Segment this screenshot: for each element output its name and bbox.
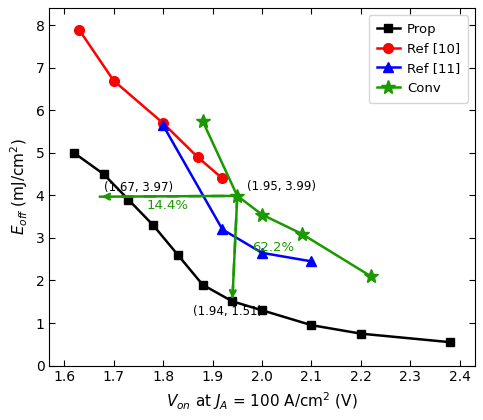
X-axis label: $V_{on}$ at $J_A$ = 100 A/cm$^2$ (V): $V_{on}$ at $J_A$ = 100 A/cm$^2$ (V) — [166, 390, 358, 412]
Ref [10] — [76, 27, 82, 32]
Prop — [309, 323, 314, 328]
Conv — [298, 231, 304, 236]
Prop — [229, 299, 235, 304]
Prop — [259, 308, 265, 313]
Line: Ref [11]: Ref [11] — [158, 121, 316, 266]
Line: Prop: Prop — [70, 149, 454, 346]
Conv — [259, 212, 265, 217]
Legend: Prop, Ref [10], Ref [11], Conv: Prop, Ref [10], Ref [11], Conv — [369, 15, 468, 102]
Line: Ref [10]: Ref [10] — [74, 25, 227, 183]
Ref [10] — [160, 121, 166, 126]
Ref [11] — [309, 259, 314, 264]
Prop — [358, 331, 364, 336]
Prop — [175, 252, 181, 257]
Conv — [200, 118, 206, 123]
Text: (1.67, 3.97): (1.67, 3.97) — [104, 181, 173, 194]
Y-axis label: $E_{off}$ (mJ/cm$^2$): $E_{off}$ (mJ/cm$^2$) — [8, 139, 30, 235]
Ref [11] — [160, 123, 166, 128]
Text: (1.94, 1.51): (1.94, 1.51) — [193, 305, 262, 318]
Ref [10] — [195, 155, 200, 160]
Text: 14.4%: 14.4% — [147, 199, 189, 212]
Ref [10] — [111, 78, 116, 83]
Ref [11] — [220, 227, 226, 232]
Line: Conv: Conv — [196, 114, 378, 283]
Prop — [101, 172, 107, 177]
Prop — [200, 282, 206, 287]
Prop — [150, 223, 156, 228]
Prop — [126, 197, 131, 202]
Prop — [447, 340, 453, 345]
Conv — [234, 193, 240, 198]
Ref [11] — [259, 250, 265, 255]
Text: 62.2%: 62.2% — [252, 241, 294, 254]
Prop — [71, 150, 77, 155]
Text: (1.95, 3.99): (1.95, 3.99) — [247, 180, 316, 193]
Ref [10] — [220, 176, 226, 181]
Conv — [368, 274, 374, 279]
